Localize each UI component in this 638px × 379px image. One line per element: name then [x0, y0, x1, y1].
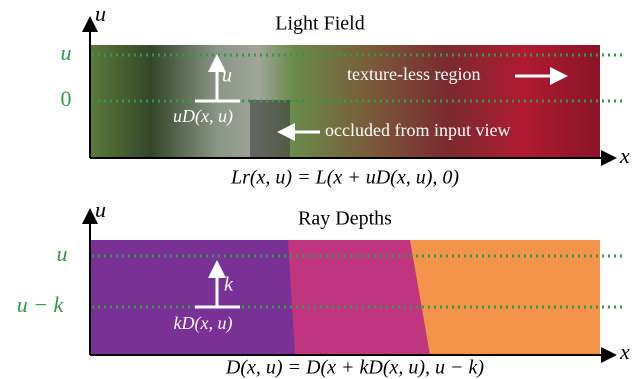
level-label: u	[61, 40, 72, 65]
y-axis-label: u	[95, 197, 106, 222]
level-label: u	[57, 241, 68, 266]
figure: u x Light Field u 0 u uD(x, u) texture-l…	[0, 0, 638, 379]
annotation: texture-less region	[347, 64, 480, 84]
panel-title: Light Field	[275, 13, 364, 35]
light-field-panel: u x Light Field u 0 u uD(x, u) texture-l…	[61, 1, 631, 189]
occluded-patch	[250, 100, 290, 158]
annotation: k	[224, 274, 234, 296]
y-axis-label: u	[95, 1, 106, 26]
level-label: 0	[61, 86, 72, 111]
annotation: kD(x, u)	[174, 313, 233, 334]
annotation: u	[222, 65, 232, 87]
annotation: occluded from input view	[325, 120, 510, 140]
panel-title: Ray Depths	[298, 208, 392, 230]
region	[90, 240, 295, 355]
ray-depths-panel: u x Ray Depths u u − k k kD(x, u) D(x, u…	[17, 197, 630, 379]
annotation: uD(x, u)	[173, 106, 233, 127]
equation: Lr(x, u) = L(x + uD(x, u), 0)	[230, 167, 459, 189]
equation: D(x, u) = D(x + kD(x, u), u − k)	[225, 357, 485, 379]
level-label: u − k	[17, 292, 65, 317]
x-axis-label: x	[619, 143, 630, 168]
x-axis-label: x	[619, 339, 630, 364]
